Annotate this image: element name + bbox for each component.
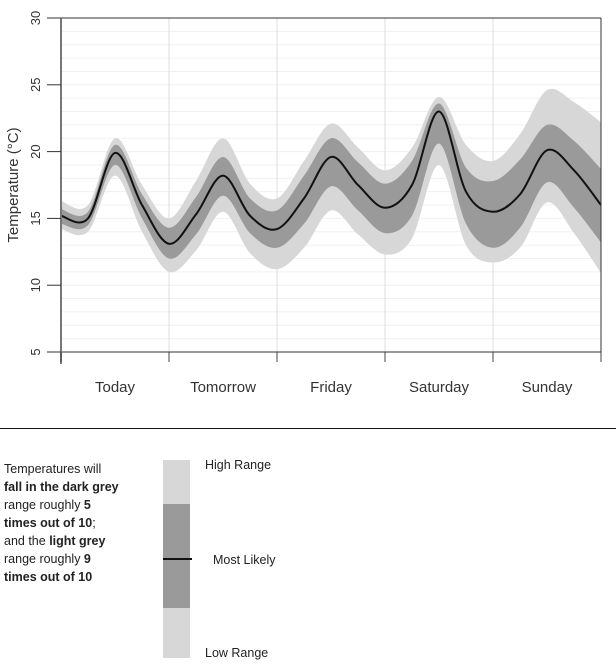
x-axis-day-labels: Today Tomorrow Friday Saturday Sunday	[60, 352, 602, 396]
svg-text:10: 10	[28, 278, 43, 292]
legend-line-7: times out of 10	[4, 570, 93, 584]
svg-text:20: 20	[28, 144, 43, 158]
svg-text:30: 30	[28, 11, 43, 25]
x-label-sunday: Sunday	[522, 379, 573, 396]
legend-line-6: range roughly 9	[4, 552, 91, 566]
x-label-tomorrow: Tomorrow	[190, 379, 256, 396]
svg-text:15: 15	[28, 211, 43, 225]
legend-divider	[0, 428, 616, 429]
legend-most-likely-line	[163, 558, 192, 560]
svg-text:5: 5	[28, 348, 43, 355]
temperature-chart: 5 10 15 20 25 30 Today Tomorrow Friday Saturday S…	[5, 11, 602, 396]
y-axis-ticks: 5 10 15 20 25 30	[28, 11, 61, 356]
x-label-saturday: Saturday	[409, 379, 470, 396]
legend-line-3: range roughly 5	[4, 498, 91, 512]
most-likely-line	[60, 110, 602, 245]
x-label-friday: Friday	[310, 379, 352, 396]
legend-dark-band	[163, 504, 190, 608]
svg-text:25: 25	[28, 78, 43, 92]
legend-light-band-top	[163, 460, 190, 504]
legend-light-band-bottom	[163, 608, 190, 658]
y-axis-label: Temperature (°C)	[5, 127, 22, 242]
legend-description: Temperatures will fall in the dark grey …	[4, 460, 174, 586]
uncertainty-bands	[61, 88, 601, 274]
axes	[60, 17, 602, 364]
legend-line-4: times out of 10;	[4, 516, 96, 530]
x-label-today: Today	[95, 379, 136, 396]
legend-label-most-likely: Most Likely	[213, 553, 276, 567]
legend-line-2: fall in the dark grey	[4, 480, 119, 494]
legend-label-high: High Range	[205, 458, 272, 472]
legend-label-low: Low Range	[205, 646, 269, 660]
legend-line-5: and the light grey	[4, 534, 106, 548]
legend-line-1: Temperatures will	[4, 462, 102, 476]
